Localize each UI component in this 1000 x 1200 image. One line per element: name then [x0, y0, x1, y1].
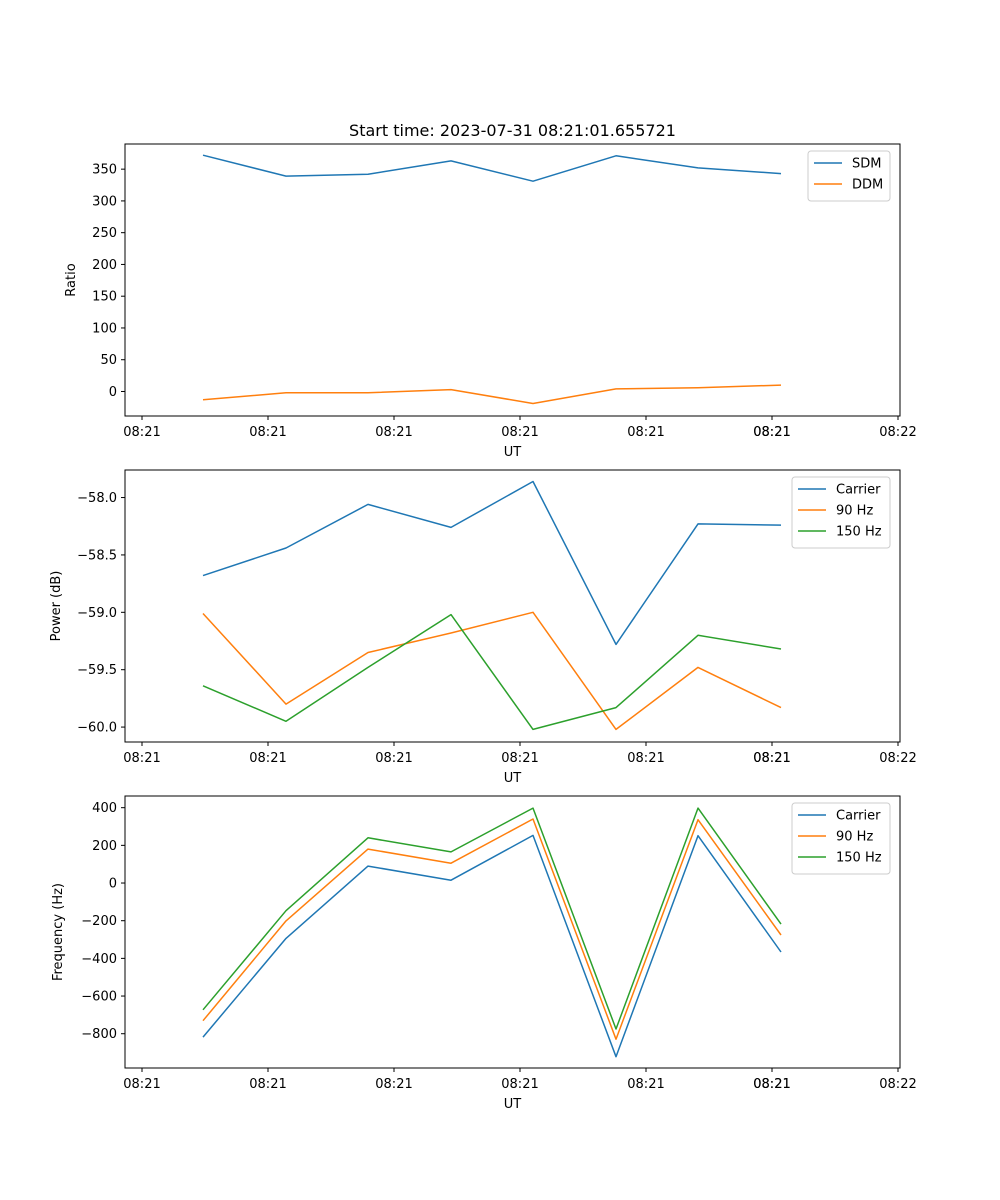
plot-area: [124, 469, 901, 743]
series-line-150-hz: [202, 807, 782, 1030]
legend-label: 90 Hz: [836, 504, 873, 519]
legend-label: 150 Hz: [836, 525, 882, 540]
legend-label: 150 Hz: [836, 851, 882, 866]
y-tick-label: −59.0: [77, 606, 117, 621]
legend: Carrier 90 Hz 150 Hz: [791, 802, 891, 875]
x-tick-label: 08:21: [501, 425, 538, 440]
x-tick-label: 08:21: [123, 1077, 160, 1092]
x-tick-label: 08:21: [123, 425, 160, 440]
chart-panel-1: Start time: 2023-07-31 08:21:01.655721 0 5…: [64, 121, 917, 460]
x-tick-label: 08:21: [249, 425, 286, 440]
x-axis-label: UT: [504, 1097, 522, 1112]
x-tick-label: 08:21: [249, 1077, 286, 1092]
y-tick-label: −200: [81, 914, 117, 929]
y-tick-label: −58.5: [77, 548, 117, 563]
chart-title: Start time: 2023-07-31 08:21:01.655721: [349, 121, 676, 140]
series-line-90-hz: [202, 818, 782, 1040]
y-tick-label: 150: [92, 290, 117, 305]
x-tick-label: 08:21: [753, 751, 790, 766]
x-axis-label: UT: [504, 771, 522, 786]
x-tick-label: 08:21: [753, 425, 790, 440]
x-tick-label: 08:21: [753, 1077, 790, 1092]
legend-label: DDM: [852, 178, 883, 193]
y-tick-label: −800: [81, 1027, 117, 1042]
x-tick-label: 08:21: [501, 751, 538, 766]
y-tick-label: 0: [109, 385, 117, 400]
chart-panel-2: −58.0 −58.5 −59.0 −59.5 −60.0 08:21 08:21 08:21…: [49, 469, 917, 786]
y-tick-label: 100: [92, 321, 117, 336]
x-tick-label: 08:21: [627, 425, 664, 440]
legend: Carrier 90 Hz 150 Hz: [791, 476, 891, 549]
y-axis-label: Ratio: [64, 263, 79, 296]
y-tick-label: 400: [92, 801, 117, 816]
x-tick-label: 08:21: [627, 1077, 664, 1092]
x-tick-label: 08:21: [123, 751, 160, 766]
y-tick-label: −59.5: [77, 663, 117, 678]
series-line-sdm: [202, 154, 782, 182]
legend-label: Carrier: [836, 809, 881, 824]
chart-panel-3: 400 200 0 −200 −400 −600 −800 08:21 08:21 08:21 08…: [51, 795, 917, 1112]
x-tick-label: 08:21: [753, 1077, 790, 1092]
x-tick-label: 08:21: [375, 1077, 412, 1092]
plot-area: [124, 795, 901, 1069]
series-line-carrier: [202, 834, 782, 1058]
x-tick-label: 08:21: [501, 1077, 538, 1092]
y-tick-label: 200: [92, 258, 117, 273]
y-tick-label: 200: [92, 839, 117, 854]
y-axis-label: Frequency (Hz): [51, 883, 66, 981]
x-tick-label: 08:21: [375, 425, 412, 440]
x-tick-label: 08:21: [627, 751, 664, 766]
y-axis-label: Power (dB): [49, 571, 64, 642]
y-tick-label: 300: [92, 194, 117, 209]
plot-area: [124, 143, 901, 417]
legend-label: Carrier: [836, 483, 881, 498]
series-line-90-hz: [202, 611, 782, 731]
x-tick-label: 08:22: [879, 751, 916, 766]
y-tick-label: −400: [81, 952, 117, 967]
x-tick-label: 08:21: [375, 751, 412, 766]
x-tick-label: 08:22: [879, 425, 916, 440]
legend-label: SDM: [852, 157, 881, 172]
x-tick-label: 08:22: [879, 1077, 916, 1092]
series-line-150-hz: [202, 613, 782, 731]
y-tick-label: 0: [109, 877, 117, 892]
x-tick-label: 08:21: [249, 751, 286, 766]
y-tick-label: 250: [92, 226, 117, 241]
legend: SDM DDM: [807, 150, 891, 202]
x-tick-label: 08:21: [753, 751, 790, 766]
series-line-ddm: [202, 384, 782, 405]
y-tick-label: −600: [81, 990, 117, 1005]
y-tick-label: −58.0: [77, 491, 117, 506]
y-tick-label: 50: [100, 353, 117, 368]
y-tick-label: −60.0: [77, 721, 117, 736]
legend-label: 90 Hz: [836, 830, 873, 845]
x-axis-label: UT: [504, 445, 522, 460]
x-tick-label: 08:21: [753, 425, 790, 440]
y-tick-label: 350: [92, 163, 117, 178]
series-line-carrier: [202, 480, 782, 646]
